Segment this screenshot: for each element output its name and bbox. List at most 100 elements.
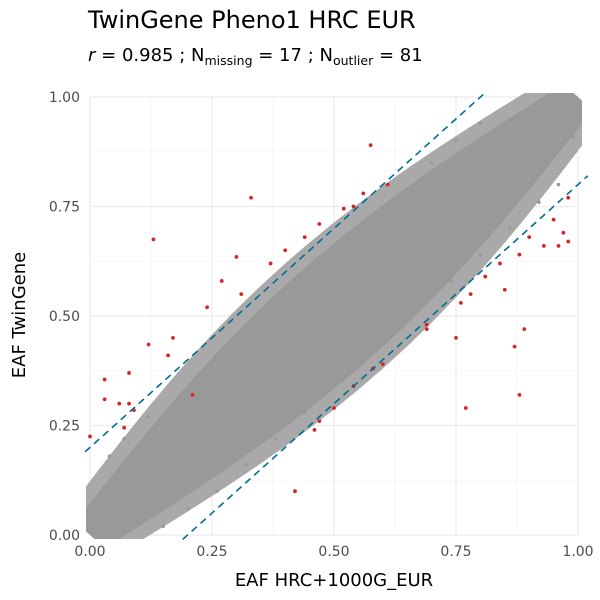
gray-point [454,213,458,218]
gray-point [273,305,278,310]
n-missing-value: = 17 [258,45,302,66]
outlier-point [317,222,322,226]
outlier-point [293,489,297,494]
outlier-point [102,377,107,382]
subtitle-separator-1: ; [179,45,186,66]
gray-point [137,520,141,524]
outlier-point [249,195,253,200]
gray-point [161,476,165,480]
chart-subtitle: r = 0.985 ; Nmissing = 17 ; Noutlier = 8… [88,45,423,68]
x-tick-label: 0.25 [196,544,227,560]
outlier-point [424,322,429,327]
x-tick-label: 0.00 [74,544,105,560]
gray-point [527,134,531,139]
density-band-inner [86,93,582,539]
outlier-point [458,300,463,305]
y-tick-label: 0.50 [49,309,80,325]
outlier-point [368,143,373,148]
reference-lines [84,92,589,540]
density-band [86,93,582,539]
gray-point [542,99,546,104]
gray-point [137,471,141,476]
n-outlier-subscript: outlier [332,53,374,68]
gray-point [185,436,190,441]
gray-point [112,502,117,507]
outlier-point [268,261,273,266]
gray-point [273,436,278,441]
outlier-point [556,244,561,248]
outlier-point [551,217,556,222]
outlier-point [151,237,156,242]
gray-point [259,371,263,375]
gray-point [381,261,385,266]
gray-point [185,506,190,511]
y-axis-title: EAF TwinGene [9,252,30,378]
gray-point [566,99,571,104]
gray-point [332,309,336,314]
gray-point [210,414,214,419]
x-tick-labels: 0.00 0.25 0.50 0.75 1.00 [74,544,593,560]
gray-point [112,528,117,533]
gray-point [307,327,312,331]
n-outlier-value: = 81 [378,45,423,66]
outlier-point [483,274,488,279]
gray-point [146,414,151,419]
outlier-point [517,392,522,397]
gray-point [449,279,453,283]
x-tick-label: 0.75 [440,544,471,560]
gray-point [571,134,575,139]
gray-point [361,353,366,358]
outlier-point [385,182,390,187]
gray-point [429,222,434,226]
gray-point [507,226,512,231]
x-axis-title: EAF HRC+1000G_EUR [235,570,433,591]
gray-point [478,121,483,126]
gray-point [215,489,219,494]
gray-point [381,209,385,213]
reference-line [84,92,486,453]
gray-point [454,139,458,143]
outlier-point [171,336,175,340]
outlier-point [351,204,356,209]
y-tick-label: 0.25 [49,419,80,435]
outlier-point [527,235,532,240]
gray-point [107,454,112,458]
outlier-point [127,401,131,406]
gray-point [332,379,336,384]
gray-point [185,388,190,393]
outlier-point [88,434,92,439]
gray-point [356,301,361,305]
y-tick-label: 0.00 [49,528,80,544]
r-value: = 0.985 [101,45,174,66]
outlier-point [332,406,336,410]
gray-point [478,252,483,257]
outlier-point [454,336,458,340]
gray-point [551,121,556,126]
outlier-point [317,419,322,424]
outlier-point [234,254,239,259]
gray-point [283,366,288,371]
gray-point [410,187,414,191]
gray-point [161,524,165,529]
y-tick-label: 0.75 [49,200,80,216]
gray-point [249,331,253,336]
outlier-point [205,305,210,310]
outlier-point [283,248,288,253]
gray-point [390,331,395,336]
outlier-point [541,244,546,248]
outlier-point [219,279,224,283]
gray-point [556,182,561,187]
gray-point [478,174,483,178]
outlier-point [239,292,244,296]
outlier-point [190,392,195,397]
gray-point [561,112,566,117]
outlier-point [117,401,122,406]
gray-point [537,200,541,204]
outlier-point [468,292,473,296]
outlier-point [517,252,522,257]
outlier-point [166,353,170,358]
outlier-point [498,261,502,266]
subtitle-separator-2: ; [307,45,314,66]
outlier-point [312,427,317,432]
outlier-point [341,206,346,211]
